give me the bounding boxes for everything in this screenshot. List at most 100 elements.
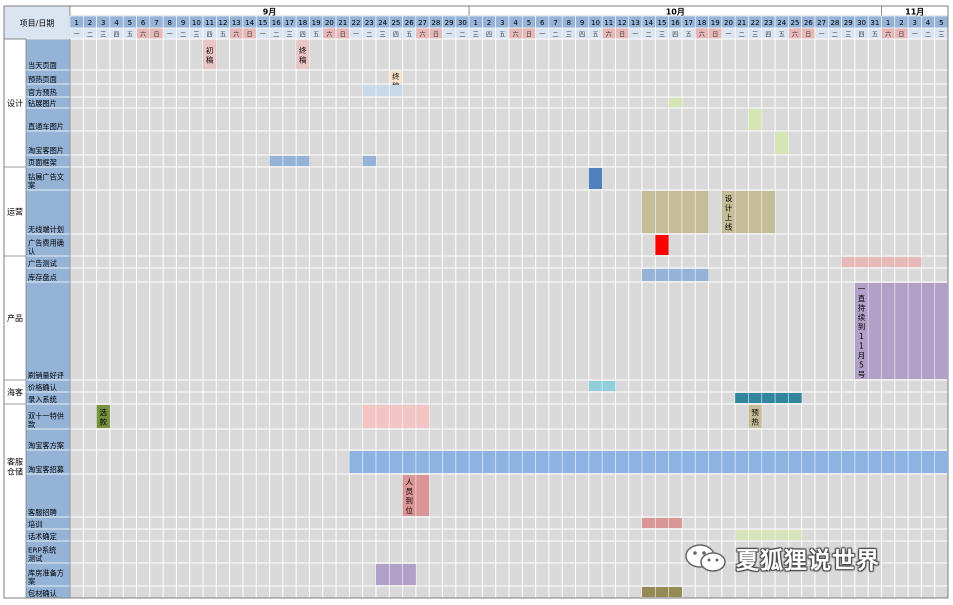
weekday-label: 日 [805,32,811,39]
day-number: 10 [591,19,600,27]
weekday-label: 六 [885,31,891,39]
day-number: 1 [74,19,78,27]
day-number: 9 [181,19,185,27]
weekday-label: 二 [366,32,372,39]
day-number: 11 [205,19,214,27]
weekday-label: 二 [180,32,186,39]
day-number: 19 [312,19,321,27]
task-bar [203,40,217,69]
task-bar [748,405,762,428]
task-label: 库存盘点 [28,273,57,282]
weekday-label: 四 [393,32,399,39]
day-number: 31 [870,19,879,27]
task-label: 培训 [28,520,42,529]
task-bar [775,132,789,154]
weekday-label: 五 [220,32,226,39]
group-label: 客服仓储 [7,457,23,477]
task-label: 广告费用确认 [28,239,64,257]
day-number: 16 [272,19,281,27]
day-number: 27 [817,19,826,27]
group-label-column [4,39,26,598]
weekday-label: 二 [459,32,465,39]
weekday-label: 五 [406,32,412,39]
weekday-label: 六 [513,31,519,39]
task-bar [269,156,310,166]
day-number: 24 [378,19,387,27]
task-label: 预热页面 [28,75,57,84]
task-label: 录入系统 [28,395,57,404]
weekday-label: 四 [486,32,492,39]
weekday-label: 日 [153,32,159,39]
weekday-label: 三 [286,32,292,39]
weekday-label: 五 [592,32,598,39]
task-bar [296,40,310,69]
day-number: 25 [791,19,800,27]
day-number: 7 [154,19,158,27]
weekday-label: 六 [420,31,426,39]
weekday-label: 一 [819,32,825,39]
day-number: 13 [232,19,241,27]
task-label: 直通车图片 [28,122,64,131]
weekday-label: 三 [473,32,479,39]
task-label: 客服招聘 [28,508,57,517]
day-number: 20 [325,19,334,27]
weekday-label: 三 [566,32,572,39]
task-label: 包材确认 [28,589,57,598]
weekday-label: 四 [765,32,771,39]
task-bar [362,156,376,166]
day-number: 15 [258,19,267,27]
task-bar-label: 初稿 [206,45,214,65]
task-label: 页面框架 [28,158,57,167]
weekday-label: 四 [579,32,585,39]
weekday-label: 日 [247,32,253,39]
task-bar-label: 一直持续到 1 1 月 5 号 [858,285,866,380]
weekday-label: 六 [606,31,612,39]
task-label-column [26,39,70,598]
weekday-label: 五 [872,32,878,39]
watermark-text: 夏狐狸说世界 [736,548,880,574]
day-number: 2 [487,19,491,27]
day-number: 3 [101,19,105,27]
task-bar-label: 预热 [751,407,759,427]
weekday-label: 一 [446,32,452,39]
weekday-label: 六 [140,31,146,39]
weekday-label: 六 [233,31,239,39]
task-label: 话术确定 [28,532,57,541]
day-number: 13 [631,19,640,27]
task-bar [655,235,669,255]
watermark: 夏狐狸说世界 [684,538,934,578]
weekday-label: 二 [273,32,279,39]
day-number: 16 [671,19,680,27]
weekday-label: 六 [699,31,705,39]
task-label: 淘宝客方案 [28,441,64,450]
weekday-label: 三 [659,32,665,39]
day-number: 17 [684,19,693,27]
weekday-label: 三 [380,32,386,39]
day-number: 7 [553,19,557,27]
weekday-label: 二 [553,32,559,39]
day-number: 4 [513,19,518,27]
weekday-label: 四 [207,32,213,39]
task-bar [854,283,948,379]
day-number: 18 [298,19,307,27]
day-number: 5 [939,19,943,27]
group-label: 运营 [7,207,23,217]
month-label: 9月 [263,8,277,17]
task-bar [642,269,709,281]
weekday-label: 一 [912,32,918,39]
task-label: 无线端计划 [28,225,64,234]
weekday-label: 二 [925,32,931,39]
day-number: 28 [830,19,839,27]
task-bar [362,85,403,96]
task-label: 当天页面 [28,61,57,70]
day-number: 28 [431,19,440,27]
day-number: 19 [711,19,720,27]
day-number: 5 [128,19,132,27]
weekday-label: 三 [938,32,944,39]
weekday-label: 五 [499,32,505,39]
day-number: 2 [899,19,903,27]
day-number: 24 [777,19,786,27]
task-bar [96,405,110,428]
task-bar [735,393,802,403]
